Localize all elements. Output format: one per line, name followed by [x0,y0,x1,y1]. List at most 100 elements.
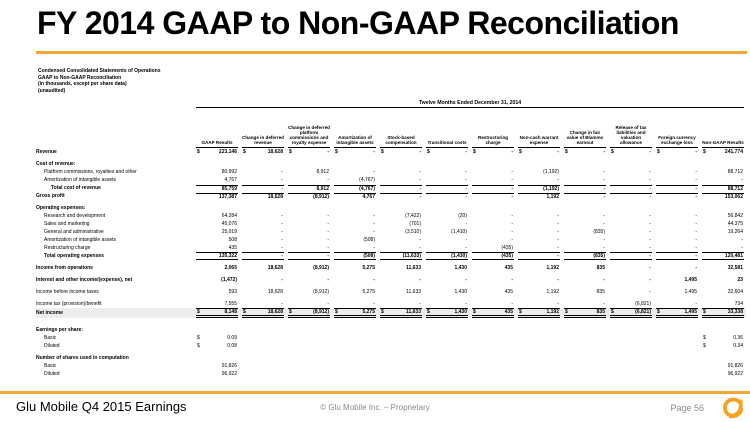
value-cell [286,342,332,350]
currency-symbol: $ [519,309,522,315]
value-cell [516,334,562,342]
cell-value: 5,275 [362,289,375,295]
value-cell: 734 [700,300,746,308]
value-cell: 4,767 [194,176,240,184]
statement-heading-line: (unaudited) [38,87,66,94]
value-cell: - [470,212,516,220]
value-cell: - [516,220,562,228]
value-cell: - [424,220,470,228]
cell-value: (6,821) [635,301,651,307]
cell-value: - [281,169,283,175]
value-cell: $223,146 [194,148,240,156]
value-cell: (7,422) [378,212,424,220]
value-cell: - [470,184,516,192]
value-cell: - [286,244,332,252]
value-cell: 1,192 [516,288,562,296]
cell-value: - [603,245,605,251]
value-cell: - [608,220,654,228]
value-cell: - [516,212,562,220]
cell-value: - [603,301,605,307]
statement-heading: Condensed Consolidated Statements of Ope… [38,68,161,94]
column-header: Stock-based compensation [378,108,424,148]
period-header: Twelve Months Ended December 31, 2014 [194,100,746,108]
value-cell [654,362,700,370]
cell-value: - [419,301,421,307]
table-row: Restructuring charge 435 - - - - - (435) - - - - - [36,244,746,252]
title-divider-rule [36,51,747,54]
value-cell: (508) [332,236,378,244]
cell-value: 45,076 [221,221,237,227]
cell-value: 593 [228,289,237,295]
cell-value: - [373,301,375,307]
row-label: Total cost of revenue [51,185,101,191]
value-cell [516,370,562,378]
cell-value: - [465,221,467,227]
value-cell: - [240,184,286,192]
value-cell: $ - [286,148,332,156]
cell-value: (1,472) [221,277,237,283]
cell-value: - [695,185,697,192]
table-row: Income from operations 2,065 18,628 (8,912)… [36,264,746,272]
value-cell: 96,922 [194,370,240,378]
table-row: Total operating expenses 135,322 - - (508) (1… [36,252,746,260]
cell-value: 223,146 [218,149,237,155]
value-cell: - [240,244,286,252]
value-cell: $241,774 [700,148,746,156]
page-number: Page 56 [670,403,704,413]
value-cell: - [654,168,700,176]
value-cell: - [562,192,608,200]
value-cell: - [286,212,332,220]
value-cell: $33,338 [700,308,746,318]
cell-value: 435 [504,309,513,315]
row-label: General and administrative [44,229,104,235]
value-cell: - [332,220,378,228]
value-cell [240,370,286,378]
cell-value: - [327,229,329,235]
value-cell: - [332,168,378,176]
cell-value: 11,633 [406,289,421,295]
cell-value: (701) [409,221,421,227]
row-label: Research and development [44,213,106,219]
value-cell: - [378,192,424,200]
cell-value: 835 [596,309,605,315]
value-cell: 23 [700,276,746,284]
cell-value: 88,712 [727,169,743,175]
cell-value: - [419,277,421,283]
cell-value: - [649,213,651,219]
cell-value: 1,495 [684,309,697,315]
table-row: Operating expenses: [36,204,746,212]
cell-value: - [373,213,375,219]
value-cell: 5,275 [332,264,378,272]
cell-value: - [511,277,513,283]
value-cell: $ - [516,148,562,156]
statement-heading-line: (in thousands, except per share data) [38,81,127,87]
cell-value: (1,430) [451,253,467,259]
cell-value: (508) [363,237,375,243]
period-header-row: Twelve Months Ended December 31, 2014 [36,100,746,108]
value-cell: 32,604 [700,288,746,296]
row-label: Restructuring charge [44,245,91,251]
cell-value: - [327,237,329,243]
cell-value: 734 [734,301,743,307]
value-cell: 137,387 [194,192,240,200]
cell-value: 18,628 [267,309,283,315]
value-cell: $ - [654,148,700,156]
cell-value: - [281,301,283,307]
column-header: GAAP Results [194,108,240,148]
currency-symbol: $ [657,149,660,155]
value-cell: 88,712 [700,168,746,176]
row-label: Basic [44,363,57,369]
value-cell: - [562,168,608,176]
value-cell: 835 [562,264,608,272]
cell-value: - [695,265,697,271]
value-cell [516,362,562,370]
value-cell: - [470,220,516,228]
cell-value: 0.08 [227,343,237,349]
value-cell: $435 [470,308,516,318]
value-cell: - [240,276,286,284]
value-cell: 1,430 [424,288,470,296]
value-cell: - [240,300,286,308]
cell-value: 508 [228,237,237,243]
cell-value: 18,628 [267,149,283,155]
cell-value: - [695,149,697,155]
